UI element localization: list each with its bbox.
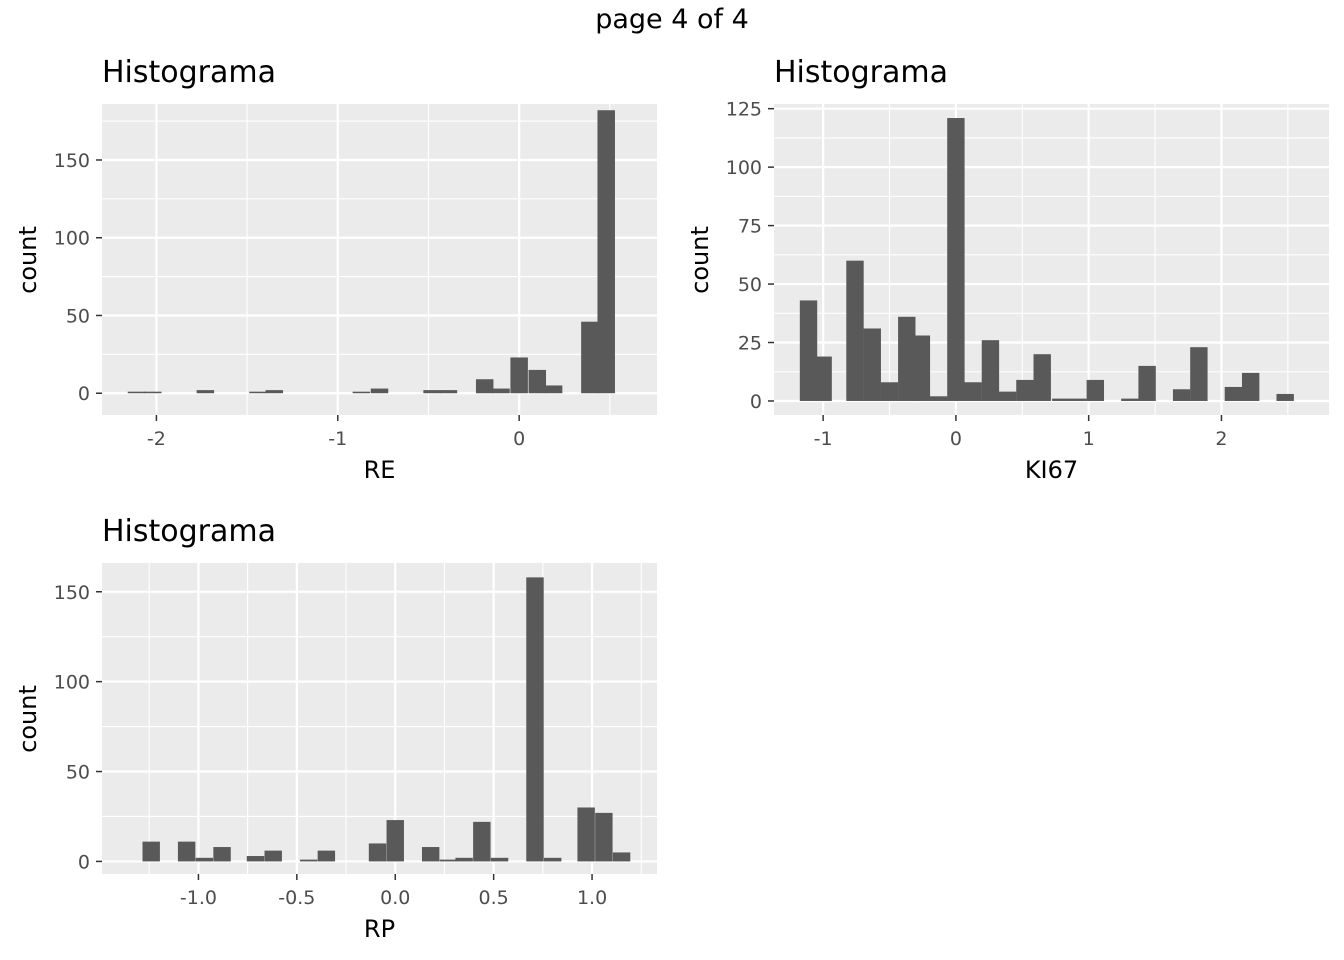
chart-3-bar — [246, 856, 265, 862]
chart-1-title: Histograma — [102, 55, 276, 90]
chart-1-y-tick-label: 100 — [54, 228, 90, 250]
chart-3-bar — [213, 847, 231, 862]
chart-2-x-tick-label: 1 — [1083, 428, 1095, 450]
chart-1-bar — [475, 379, 494, 394]
chart-1-bar — [352, 391, 371, 394]
chart-2-bar — [1086, 379, 1105, 401]
chart-1-panel — [102, 104, 657, 415]
chart-2-y-tick-label: 125 — [726, 99, 762, 121]
chart-1-bar — [196, 390, 215, 394]
chart-1-bar — [127, 391, 146, 394]
chart-3-x-axis-label: RP — [364, 915, 395, 943]
chart-3-x-tick-label: 0.0 — [380, 887, 410, 909]
chart-3-x-tick-label: -0.5 — [278, 887, 315, 909]
chart-3-x-tick-label: 0.5 — [479, 887, 509, 909]
chart-3-bar — [439, 859, 458, 862]
chart-1-bar — [249, 391, 267, 394]
chart-3-bar — [526, 577, 544, 862]
chart-3-bar — [473, 821, 491, 862]
chart-3-bar — [317, 850, 336, 862]
chart-2-x-axis-label: KI67 — [1025, 456, 1078, 484]
chart-3-bar — [195, 857, 214, 862]
chart-2-bar — [1016, 379, 1034, 401]
chart-3-panel — [102, 563, 657, 874]
chart-2-y-tick-label: 100 — [726, 157, 762, 179]
chart-3-bar — [612, 852, 631, 862]
chart-2-bar — [929, 396, 948, 401]
chart-2-bar — [814, 356, 832, 401]
chart-3-x-tick-label: 1.0 — [577, 887, 607, 909]
page-title: page 4 of 4 — [595, 4, 749, 35]
chart-2-bar — [799, 300, 818, 401]
chart-2-title: Histograma — [774, 55, 948, 90]
chart-2-bar — [1224, 386, 1243, 401]
chart-2-bar — [898, 316, 916, 401]
chart-1-bar — [370, 388, 389, 394]
chart-2-bar — [912, 335, 931, 401]
chart-3-bar — [142, 841, 160, 862]
chart-1-x-tick-label: -1 — [328, 428, 347, 450]
chart-1-bar — [423, 390, 441, 394]
chart-1-y-tick-label: 0 — [78, 383, 90, 405]
chart-1-y-tick-label: 50 — [66, 305, 90, 327]
chart-2-x-tick-label: 0 — [950, 428, 962, 450]
chart-1-y-tick-label: 150 — [54, 150, 90, 172]
chart-1-y-axis-label: count — [14, 226, 42, 294]
chart-2-y-axis-label: count — [686, 226, 714, 294]
chart-2-bar — [1276, 393, 1294, 401]
chart-1-x-tick-label: -2 — [147, 428, 166, 450]
chart-2-bar — [1069, 398, 1087, 401]
chart-3-bar — [421, 847, 440, 862]
chart-1-x-axis-label: RE — [364, 456, 396, 484]
chart-3-y-axis-label: count — [14, 685, 42, 753]
chart-3-y-tick-label: 150 — [54, 582, 90, 604]
chart-1-bar — [510, 357, 528, 394]
chart-1-bar — [581, 321, 599, 394]
chart-3-bar — [299, 859, 318, 862]
chart-2-y-tick-label: 0 — [750, 391, 762, 413]
chart-2-bar — [964, 382, 982, 401]
chart-3-bar — [577, 807, 595, 862]
chart-1-bar — [265, 390, 284, 394]
chart-1-bar — [492, 388, 510, 394]
chart-2-bar — [880, 382, 899, 401]
chart-3-y-tick-label: 50 — [66, 762, 90, 784]
chart-2-bar — [846, 260, 864, 401]
chart-1-bar — [439, 390, 458, 394]
chart-2-bar — [1241, 372, 1260, 401]
chart-3-title: Histograma — [102, 514, 276, 549]
chart-2-bar — [947, 118, 965, 401]
chart-1-bar — [144, 391, 162, 394]
chart-1-bar — [544, 385, 563, 394]
chart-2-bar — [1138, 365, 1156, 401]
chart-2-y-tick-label: 50 — [738, 274, 762, 296]
chart-1-bar — [528, 369, 547, 394]
chart-3-bar — [386, 820, 404, 862]
chart-3-y-tick-label: 0 — [78, 851, 90, 873]
chart-2-bar — [863, 328, 881, 401]
chart-3-bar — [368, 843, 387, 862]
chart-2-bar — [981, 340, 1000, 401]
chart-3-bar — [455, 857, 473, 862]
chart-3-x-tick-label: -1.0 — [180, 887, 217, 909]
chart-2-bar — [1172, 389, 1191, 401]
chart-3-bar — [543, 857, 562, 862]
chart-2-bar — [1121, 398, 1139, 401]
chart-3-bar — [177, 841, 196, 862]
chart-3-bar — [595, 812, 613, 862]
chart-2-bar — [1033, 354, 1051, 401]
chart-2-y-tick-label: 75 — [738, 216, 762, 238]
chart-2-bar — [998, 391, 1017, 401]
chart-2-x-tick-label: -1 — [814, 428, 833, 450]
chart-1-x-tick-label: 0 — [513, 428, 525, 450]
chart-2-y-tick-label: 25 — [738, 333, 762, 355]
chart-3-bar — [490, 857, 509, 862]
chart-2-bar — [1052, 398, 1070, 401]
chart-3-y-tick-label: 100 — [54, 672, 90, 694]
chart-1-bar — [597, 110, 615, 394]
chart-3-bar — [264, 850, 282, 862]
chart-2-bar — [1190, 347, 1208, 401]
chart-2-x-tick-label: 2 — [1215, 428, 1227, 450]
